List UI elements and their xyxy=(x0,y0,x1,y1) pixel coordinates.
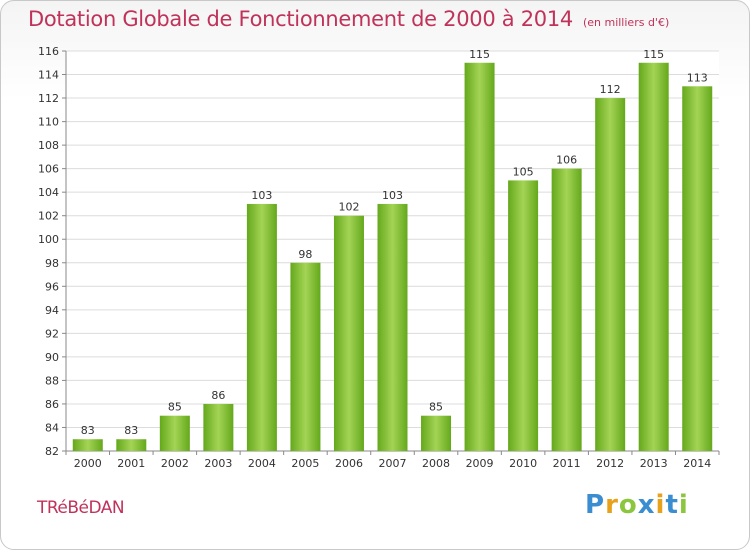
x-tick-label: 2010 xyxy=(509,457,537,470)
data-label: 105 xyxy=(513,165,534,178)
logo-letter: i xyxy=(678,490,689,520)
data-label: 86 xyxy=(211,389,225,402)
y-tick-label: 84 xyxy=(45,421,59,434)
proxiti-logo: Proxiti xyxy=(585,490,689,520)
x-tick-label: 2008 xyxy=(422,457,450,470)
commune-name: TRéBéDAN xyxy=(37,498,125,518)
x-tick-label: 2001 xyxy=(117,457,145,470)
logo-letter: i xyxy=(655,490,666,520)
data-label: 103 xyxy=(382,189,403,202)
y-tick-label: 98 xyxy=(45,257,59,270)
data-label: 83 xyxy=(124,424,138,437)
bar xyxy=(551,168,582,451)
bar xyxy=(333,215,364,451)
x-tick-label: 2000 xyxy=(74,457,102,470)
data-label: 85 xyxy=(429,401,443,414)
bar xyxy=(203,403,234,451)
data-label: 113 xyxy=(687,71,708,84)
bar xyxy=(638,62,669,451)
x-tick-label: 2011 xyxy=(553,457,581,470)
y-tick-label: 94 xyxy=(45,304,59,317)
x-tick-label: 2005 xyxy=(291,457,319,470)
x-tick-label: 2007 xyxy=(379,457,407,470)
x-tick-label: 2006 xyxy=(335,457,363,470)
bar xyxy=(595,98,626,451)
axes: 82 84 86 88 90 92 94 96 98 100 102 104 106 108 110 112 1… xyxy=(38,45,720,470)
y-tick-label: 116 xyxy=(38,45,59,58)
x-tick-label: 2003 xyxy=(204,457,232,470)
data-label: 85 xyxy=(168,401,182,414)
chart-title-text: Dotation Globale de Fonctionnement de 20… xyxy=(28,7,573,31)
bar xyxy=(246,203,277,451)
bar xyxy=(159,415,190,451)
chart-title: Dotation Globale de Fonctionnement de 20… xyxy=(28,7,669,31)
y-tick-label: 92 xyxy=(45,327,59,340)
data-label: 115 xyxy=(643,48,664,61)
data-label: 98 xyxy=(298,248,312,261)
x-tick-label: 2012 xyxy=(596,457,624,470)
data-label: 102 xyxy=(338,201,359,214)
logo-letter: r xyxy=(605,490,619,520)
y-tick-label: 90 xyxy=(45,351,59,364)
data-label: 115 xyxy=(469,48,490,61)
x-tick-label: 2002 xyxy=(161,457,189,470)
y-tick-label: 82 xyxy=(45,445,59,458)
bar xyxy=(421,415,452,451)
bar-chart: 82 84 86 88 90 92 94 96 98 100 102 104 106 108 110 112 1… xyxy=(38,45,720,470)
data-label: 106 xyxy=(556,154,577,167)
x-tick-label: 2013 xyxy=(640,457,668,470)
bar xyxy=(72,439,103,451)
y-tick-label: 108 xyxy=(38,139,59,152)
y-tick-label: 104 xyxy=(38,186,59,199)
bar xyxy=(508,180,539,452)
x-tick-label: 2014 xyxy=(683,457,711,470)
bar xyxy=(377,203,408,451)
bar xyxy=(682,86,713,451)
y-tick-label: 110 xyxy=(38,116,59,129)
logo-letter: x xyxy=(637,490,656,520)
bar xyxy=(116,439,147,451)
y-tick-label: 106 xyxy=(38,163,59,176)
y-tick-label: 96 xyxy=(45,280,59,293)
bars xyxy=(72,62,713,452)
logo-letter: t xyxy=(665,490,679,520)
y-tick-label: 100 xyxy=(38,233,59,246)
data-label: 83 xyxy=(81,424,95,437)
chart-subtitle: (en milliers d'€) xyxy=(582,16,670,29)
x-tick-label: 2004 xyxy=(248,457,276,470)
logo-letter: o xyxy=(618,490,638,520)
data-label: 112 xyxy=(600,83,621,96)
y-tick-label: 86 xyxy=(45,398,59,411)
bar xyxy=(290,262,321,451)
bar xyxy=(464,62,495,451)
y-tick-label: 88 xyxy=(45,374,59,387)
data-label: 103 xyxy=(251,189,272,202)
y-tick-label: 114 xyxy=(38,69,59,82)
x-tick-label: 2009 xyxy=(466,457,494,470)
data-labels: 83 83 85 86 103 98 102 103 85 115 105 106 112 115 113 xyxy=(81,48,708,437)
logo-letter: P xyxy=(585,490,606,520)
y-tick-label: 102 xyxy=(38,210,59,223)
y-tick-label: 112 xyxy=(38,92,59,105)
